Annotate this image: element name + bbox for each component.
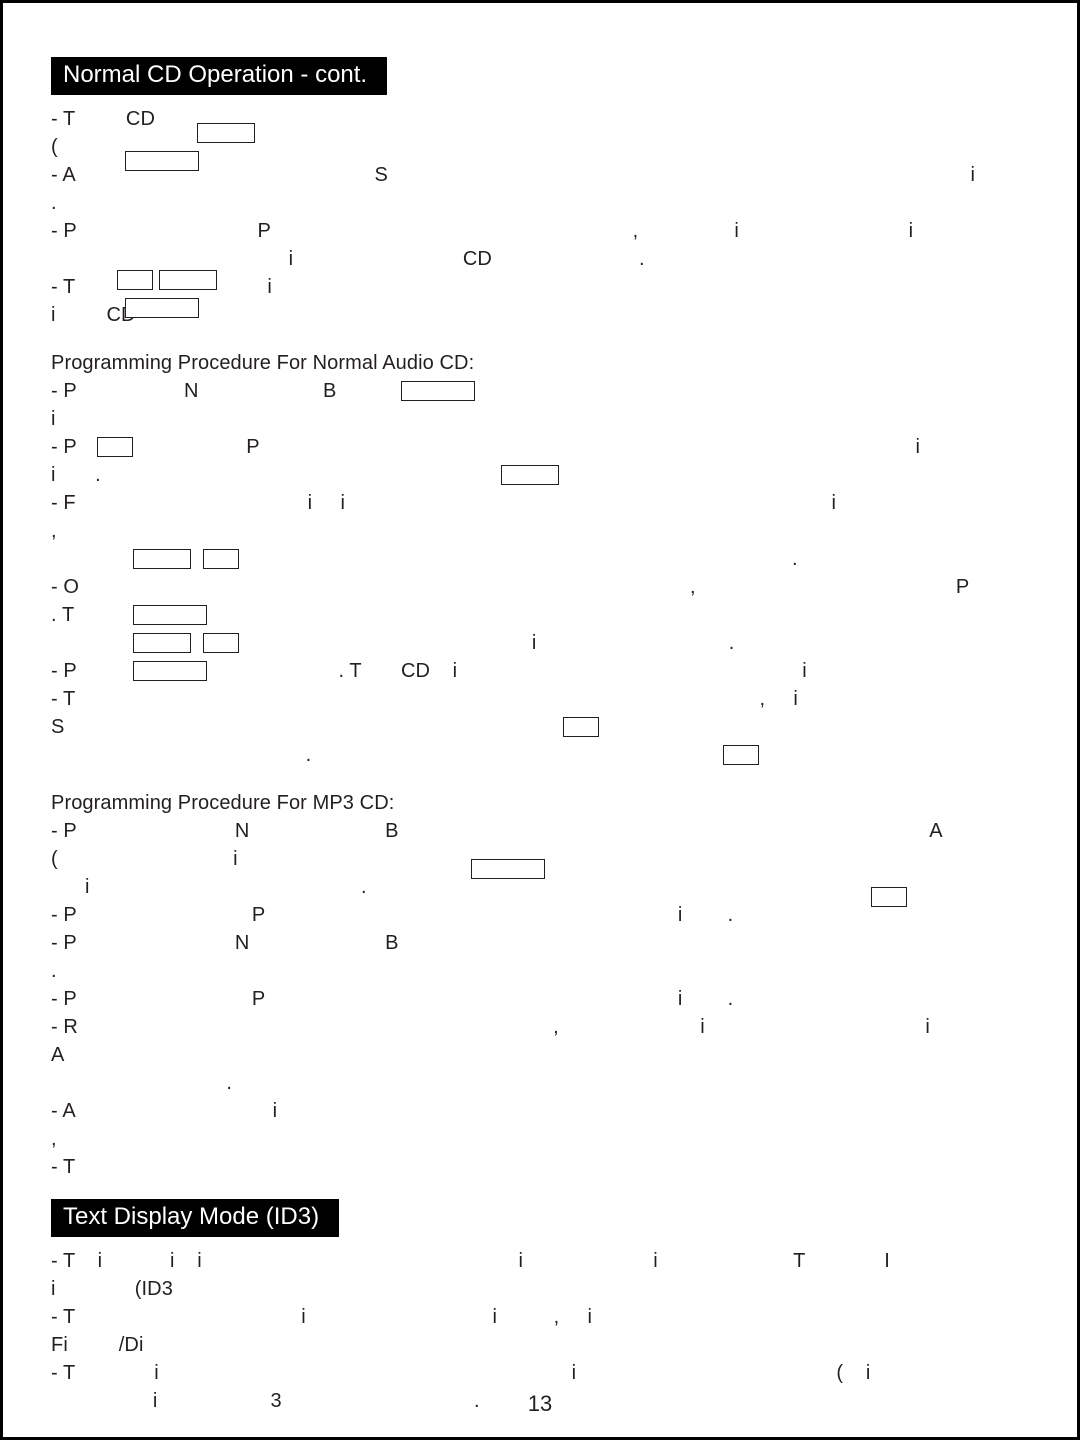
section-header-text-display-mode: Text Display Mode (ID3): [51, 1199, 339, 1237]
button-box-icon: [133, 549, 191, 572]
button-box-icon: [501, 465, 559, 488]
button-box-icon: [117, 270, 153, 293]
button-box-icon: [125, 298, 199, 321]
button-box-icon: [203, 549, 239, 572]
button-box-icon: [133, 605, 207, 628]
button-box-icon: [133, 661, 207, 684]
page-number: 13: [3, 1391, 1077, 1417]
button-box-icon: [871, 887, 907, 910]
button-box-icon: [563, 717, 599, 740]
manual-page: Normal CD Operation - cont. - T CD: [0, 0, 1080, 1440]
button-box-icon: [159, 270, 217, 293]
programming-normal-cd-text: - P N B i: [51, 377, 1029, 769]
button-box-icon: [203, 633, 239, 656]
subheading-programming-normal-cd: Programming Procedure For Normal Audio C…: [51, 349, 1029, 377]
section-header-normal-cd-operation: Normal CD Operation - cont.: [51, 57, 387, 95]
text-display-mode-text: - T i i i i i T I i (ID3 -: [51, 1247, 1029, 1415]
subheading-programming-mp3-cd: Programming Procedure For MP3 CD:: [51, 789, 1029, 817]
button-box-icon: [133, 633, 191, 656]
button-box-icon: [197, 123, 255, 146]
button-box-icon: [471, 859, 545, 882]
button-box-icon: [723, 745, 759, 768]
button-box-icon: [401, 381, 475, 404]
button-box-icon: [97, 437, 133, 460]
button-box-icon: [125, 151, 199, 174]
